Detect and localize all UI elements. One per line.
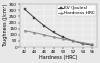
Legend: KV (Joules), Hardness HRC: KV (Joules), Hardness HRC	[57, 5, 96, 16]
Hardness HRC	[43, 34, 45, 35]
KV (Joules)	[63, 37, 64, 38]
KV (Joules)	[53, 32, 54, 33]
KV (Joules)	[24, 9, 25, 10]
Line: KV (Joules): KV (Joules)	[23, 8, 94, 47]
KV (Joules)	[43, 25, 45, 26]
Hardness HRC	[34, 32, 35, 33]
Hardness HRC	[24, 30, 25, 31]
KV (Joules)	[34, 17, 35, 18]
X-axis label: Hardness (HRC): Hardness (HRC)	[39, 55, 78, 60]
Line: Hardness HRC: Hardness HRC	[23, 29, 94, 46]
KV (Joules)	[92, 45, 93, 46]
Hardness HRC	[82, 42, 83, 43]
Hardness HRC	[63, 39, 64, 40]
Hardness HRC	[92, 44, 93, 45]
Y-axis label: Toughness (J/cm²): Toughness (J/cm²)	[3, 4, 8, 47]
KV (Joules)	[82, 43, 83, 44]
